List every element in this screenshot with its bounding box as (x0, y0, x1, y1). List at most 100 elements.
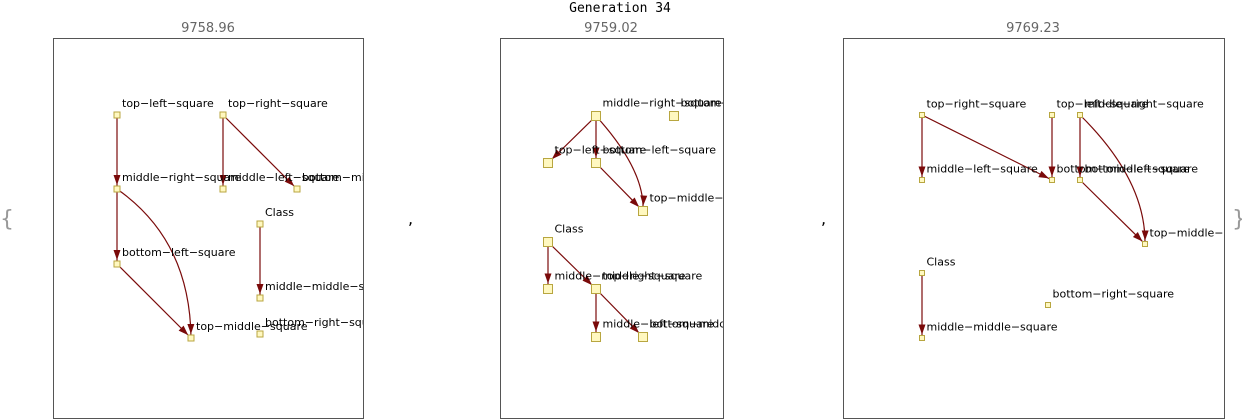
list-separator: , (821, 209, 826, 228)
node-tl (113, 111, 121, 119)
node-label: middle−middle−square (265, 280, 396, 293)
node-label: middle−middle−square (927, 321, 1058, 334)
arrowhead (113, 175, 121, 185)
arrowhead (592, 147, 600, 158)
node-mr (591, 111, 601, 121)
node-label: top−left−square (555, 144, 647, 157)
node-label: middle−left−square (927, 163, 1039, 176)
node-mm (919, 335, 925, 341)
node-label: top−right−square (228, 97, 328, 110)
node-bm (1049, 177, 1055, 183)
node-bl (591, 158, 601, 168)
panel-score: 9759.02 (584, 21, 638, 36)
arrowhead (256, 284, 264, 294)
arrowhead (1141, 230, 1149, 241)
panel-score: 9758.96 (181, 21, 235, 36)
node-ml (219, 185, 227, 193)
node-ml (919, 177, 925, 183)
arrowhead (1038, 170, 1049, 179)
node-tr (591, 284, 601, 294)
arrowhead (178, 325, 189, 336)
node-label: middle−right−square (1085, 98, 1205, 111)
node-label: bottom−left−square (1085, 163, 1199, 176)
node-label: top−left−square (122, 97, 214, 110)
node-tr (919, 112, 925, 118)
node-label: top−middle−square (196, 320, 308, 333)
node-label: bottom−middle−square (302, 171, 435, 184)
edge-mr-to-tm (1079, 114, 1146, 245)
edge-bl-to-tm (1079, 179, 1146, 245)
node-cls (543, 237, 553, 247)
arrowhead (918, 166, 926, 177)
node-mr (1077, 112, 1083, 118)
node-br (669, 111, 679, 121)
node-label: Class (265, 206, 294, 219)
node-tl (543, 158, 553, 168)
node-label: top−right−square (927, 98, 1027, 111)
node-ml (591, 332, 601, 342)
node-label: Class (555, 223, 584, 236)
node-bm (638, 332, 648, 342)
arrowhead (1132, 232, 1143, 242)
node-cls (256, 220, 264, 228)
node-label: top−middle−square (1150, 227, 1242, 240)
node-label: middle−right−square (603, 97, 723, 110)
arrowhead (113, 250, 121, 260)
node-tl (1049, 112, 1055, 118)
network-panel: 9759.02 middle−right−squarebottom−right−s… (500, 21, 803, 419)
network-panel: 9758.96 top−left−square top−right−square mi… (53, 21, 435, 419)
node-label: bottom−right−square (681, 97, 803, 110)
node-bm (293, 185, 301, 193)
arrowhead (1076, 166, 1084, 177)
node-tm (1142, 241, 1148, 247)
panel-frame (843, 38, 1225, 419)
panel-frame (500, 38, 724, 419)
node-tr (219, 111, 227, 119)
node-tm (638, 206, 648, 216)
open-brace: { (0, 207, 14, 232)
node-label: bottom−left−square (122, 246, 236, 259)
arrowhead (1048, 166, 1056, 177)
arrowhead (592, 321, 600, 332)
arrowhead (187, 323, 195, 335)
edge-bl-to-tm (116, 263, 192, 339)
node-label: bottom−middle−square (1057, 163, 1190, 176)
panel-score: 9769.23 (1006, 21, 1060, 36)
arrowhead (219, 175, 227, 185)
node-label: bottom−right−square (1053, 288, 1175, 301)
panel-frame (53, 38, 364, 419)
arrowhead (544, 273, 552, 284)
close-brace: } (1232, 207, 1242, 232)
node-br (256, 330, 264, 338)
node-label: middle−right−square (122, 171, 242, 184)
node-label: bottom−right−square (265, 316, 387, 329)
arrowhead (284, 176, 295, 187)
arrowhead (551, 149, 562, 160)
node-label: top−left−square (1057, 98, 1149, 111)
node-cls (919, 270, 925, 276)
edge-tr-to-bm (222, 114, 298, 190)
node-bl (1077, 177, 1083, 183)
arrowhead (629, 323, 640, 334)
edge-tr-to-bm (921, 114, 1053, 181)
arrowhead (640, 195, 648, 206)
list-separator: , (408, 209, 413, 228)
node-label: middle−left−square (603, 318, 715, 331)
arrowhead (629, 197, 640, 208)
generation-title: Generation 34 (569, 1, 671, 16)
node-mm (256, 294, 264, 302)
edge-mr-to-tm (116, 188, 192, 339)
node-label: middle−left−square (228, 171, 340, 184)
node-br (1045, 302, 1051, 308)
node-tm (187, 334, 195, 342)
node-label: bottom−middle−square (650, 318, 783, 331)
node-label: Class (927, 256, 956, 269)
node-mm (543, 284, 553, 294)
node-label: top−middle−square (650, 192, 762, 205)
node-bl (113, 260, 121, 268)
arrowhead (918, 324, 926, 335)
network-panels: 9758.96 top−left−square top−right−square mi… (53, 21, 1242, 419)
node-label: top−right−square (603, 270, 703, 283)
